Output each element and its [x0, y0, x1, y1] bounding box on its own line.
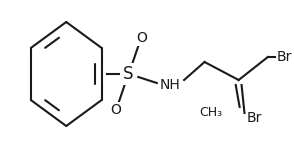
Text: Br: Br [277, 50, 292, 64]
Text: CH₃: CH₃ [199, 106, 222, 119]
Text: O: O [136, 31, 147, 45]
Text: NH: NH [160, 78, 181, 92]
Text: Br: Br [246, 111, 262, 125]
Text: S: S [123, 65, 134, 83]
Text: O: O [111, 103, 121, 117]
